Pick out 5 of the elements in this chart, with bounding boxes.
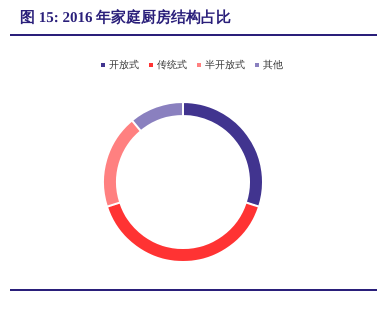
legend-label: 半开放式 xyxy=(205,58,245,72)
legend-label: 其他 xyxy=(263,58,283,72)
chart-title: 图 15: 2016 年家庭厨房结构占比 xyxy=(20,8,232,27)
legend-label: 开放式 xyxy=(109,58,139,72)
legend-label: 传统式 xyxy=(157,58,187,72)
